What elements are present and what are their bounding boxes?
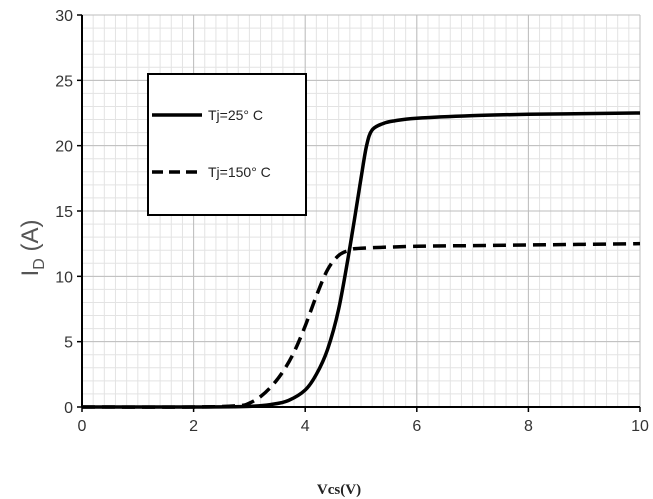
- legend-label-tj25: Tj=25° C: [208, 107, 263, 123]
- legend-box: [147, 73, 307, 216]
- y-axis-title-unit: (A): [17, 220, 44, 259]
- y-tick-label: 30: [55, 8, 73, 25]
- series-line-tj25: [81, 111, 641, 409]
- y-tick-label: 25: [55, 73, 73, 90]
- y-tick-label: 0: [64, 400, 73, 417]
- x-axis-title: Vcs(V): [317, 482, 361, 498]
- series-line-tj150: [81, 241, 641, 409]
- x-tick-label: 10: [631, 418, 649, 435]
- x-tick-label: 6: [412, 418, 421, 435]
- x-tick-label: 0: [78, 418, 87, 435]
- y-tick-label: 20: [55, 139, 73, 156]
- x-tick-labels: 0 2 4 6 8 10: [78, 407, 649, 435]
- y-axis-title: ID (A): [17, 220, 48, 277]
- y-tick-label: 10: [55, 269, 73, 286]
- y-tick-labels: 0 5 10 15 20 25 30: [55, 8, 82, 417]
- y-tick-label: 15: [55, 204, 73, 221]
- series-layer: [81, 111, 641, 409]
- y-axis-title-main: I: [17, 270, 44, 277]
- y-axis-title-sub: D: [31, 258, 48, 270]
- x-tick-label: 4: [301, 418, 310, 435]
- legend: Tj=25° C Tj=150° C: [147, 73, 307, 216]
- legend-label-tj150: Tj=150° C: [208, 164, 271, 180]
- x-tick-label: 8: [524, 418, 533, 435]
- x-tick-label: 2: [189, 418, 198, 435]
- y-tick-label: 5: [64, 335, 73, 352]
